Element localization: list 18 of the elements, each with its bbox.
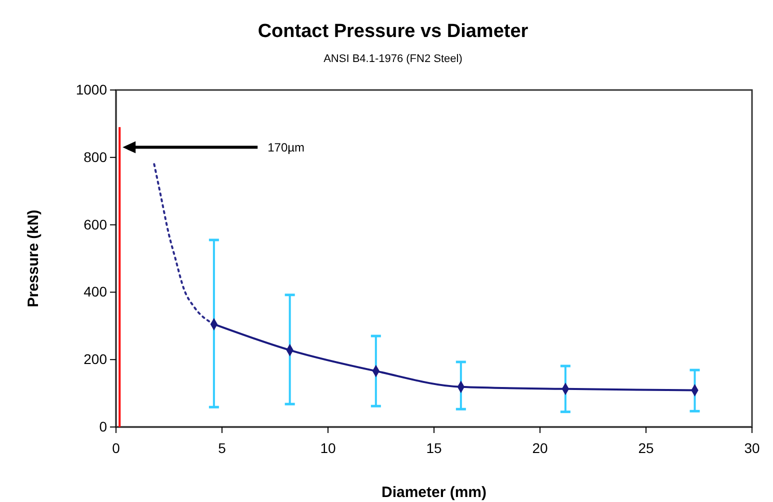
y-tick-label: 0 <box>99 418 108 434</box>
annotation: 170µm <box>268 140 305 154</box>
y-tick-label: 200 <box>84 351 108 368</box>
x-tick-label: 0 <box>112 440 120 456</box>
x-tick-label: 10 <box>320 440 336 456</box>
y-tick-label: 800 <box>84 148 108 165</box>
y-axis-title: Pressure (kN) <box>25 210 42 308</box>
x-tick-label: 20 <box>532 440 548 456</box>
chart-subtitle: ANSI B4.1-1976 (FN2 Steel) <box>324 53 462 65</box>
x-tick-label: 5 <box>218 440 226 456</box>
y-tick-label: 600 <box>84 216 108 232</box>
x-tick-label: 25 <box>638 440 654 456</box>
x-axis-title: Diameter (mm) <box>381 484 487 501</box>
y-tick-label: 400 <box>84 284 108 300</box>
x-tick-label: 30 <box>744 440 760 456</box>
chart-title: Contact Pressure vs Diameter <box>258 21 529 42</box>
x-tick-label: 15 <box>426 440 442 456</box>
y-tick-label: 1000 <box>76 81 108 98</box>
